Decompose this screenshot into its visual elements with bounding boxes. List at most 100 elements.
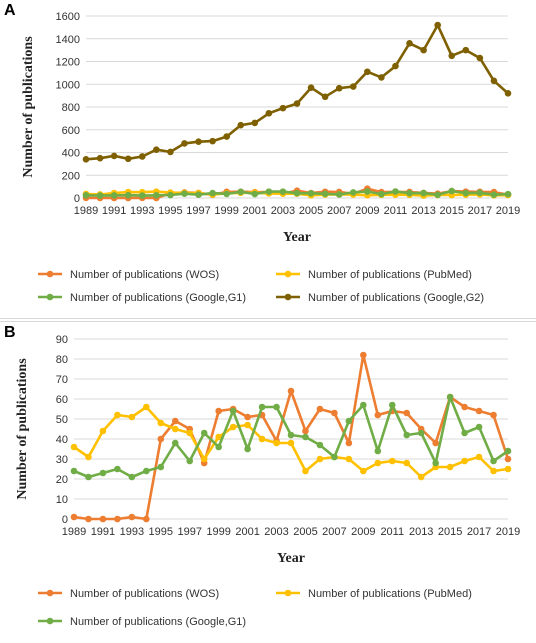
data-point [321, 93, 329, 101]
legend-item: Number of publications (WOS) [38, 269, 219, 281]
x-tick-label: 2017 [467, 526, 491, 538]
data-point [448, 187, 456, 195]
data-point [307, 190, 315, 197]
legend-label: Number of publications (Google,G1) [70, 616, 246, 628]
data-point [265, 188, 273, 195]
data-point [273, 403, 280, 411]
data-point [432, 439, 439, 447]
data-point [258, 435, 266, 443]
data-point [114, 465, 121, 473]
data-point [406, 189, 413, 197]
panel-letter-a: A [4, 2, 16, 19]
data-point [82, 156, 90, 163]
y-tick-label: 1400 [56, 34, 80, 46]
data-point [143, 515, 150, 523]
data-point [287, 439, 295, 447]
data-point [331, 409, 338, 417]
legend-item: Number of publications (Google,G2) [276, 292, 484, 304]
data-point [316, 441, 324, 449]
data-point [388, 457, 396, 465]
y-tick-label: 50 [56, 414, 68, 426]
data-point [237, 121, 245, 129]
data-point [302, 427, 309, 435]
data-point [316, 405, 324, 413]
y-tick-label: 0 [62, 514, 68, 526]
data-point [237, 188, 245, 196]
data-point [378, 74, 385, 81]
x-tick-label: 2009 [351, 526, 375, 538]
x-tick-label: 2015 [439, 205, 463, 217]
y-tick-label: 30 [56, 454, 68, 466]
chart-panel-b: B 0 10 20 30 40 50 60 70 80 90 1989 1991 1993 1995 199… [0, 321, 536, 643]
data-point [490, 77, 498, 85]
data-point [128, 413, 136, 421]
x-tick-label: 2011 [384, 205, 408, 217]
series-number-of-publications-google-g1 [70, 393, 512, 481]
data-point [434, 21, 441, 29]
x-tick-label: 1999 [214, 205, 238, 217]
data-point [504, 465, 512, 473]
data-point [209, 189, 216, 197]
data-point [490, 457, 497, 465]
data-point [138, 192, 146, 199]
x-tick-label: 1989 [62, 526, 86, 538]
x-tick-label: 2015 [438, 526, 462, 538]
data-point [153, 146, 160, 153]
data-point [476, 54, 484, 62]
data-point [99, 515, 107, 523]
data-point [157, 435, 165, 443]
data-point [374, 459, 382, 467]
data-point [345, 439, 353, 447]
series-number-of-publications-pubmed [70, 403, 512, 481]
y-axis-title: Number of publications [15, 358, 30, 500]
data-point [420, 189, 427, 197]
y-tick-label: 1000 [56, 79, 80, 91]
x-tick-label: 2011 [380, 526, 404, 538]
y-tick-label: 400 [62, 148, 80, 160]
data-point [273, 439, 280, 447]
data-point [349, 83, 357, 90]
data-point [195, 138, 202, 145]
data-point [171, 439, 179, 447]
x-tick-label: 1999 [206, 526, 230, 538]
data-point [504, 190, 512, 198]
x-tick-label: 1997 [177, 526, 201, 538]
data-point [307, 84, 315, 91]
x-tick-label: 2001 [235, 526, 259, 538]
data-point [302, 467, 309, 475]
panel-letter-b: B [4, 324, 16, 341]
data-point [181, 190, 188, 197]
data-point [403, 409, 411, 417]
data-point [223, 133, 230, 140]
x-tick-label: 1991 [102, 205, 126, 217]
legend-item: Number of publications (Google,G1) [38, 292, 246, 304]
data-point [490, 467, 497, 475]
legend-label: Number of publications (WOS) [70, 269, 219, 281]
data-point [244, 445, 251, 453]
data-point [265, 109, 273, 117]
data-point [229, 407, 237, 415]
data-point [138, 153, 146, 160]
data-point [446, 463, 454, 471]
data-point [96, 154, 104, 162]
data-point [244, 413, 251, 421]
data-point [432, 459, 439, 467]
x-tick-label: 1989 [74, 205, 98, 217]
data-point [504, 90, 512, 97]
data-point [316, 455, 324, 463]
y-tick-label: 800 [62, 102, 80, 114]
chart-a-svg: 0 200 400 600 800 1000 1200 1400 1600 1989 1991 199… [21, 11, 520, 304]
data-point [96, 192, 104, 199]
data-point [360, 351, 367, 359]
data-point [287, 387, 295, 395]
legend-label: Number of publications (PubMed) [308, 588, 472, 600]
data-point [490, 191, 498, 199]
x-tick-label: 2013 [411, 205, 435, 217]
data-point [110, 152, 118, 160]
data-point [143, 467, 150, 475]
data-point [448, 52, 456, 60]
data-point [153, 191, 160, 199]
legend-item: Number of publications (WOS) [38, 588, 219, 600]
data-point [223, 190, 230, 198]
data-point [420, 46, 427, 54]
